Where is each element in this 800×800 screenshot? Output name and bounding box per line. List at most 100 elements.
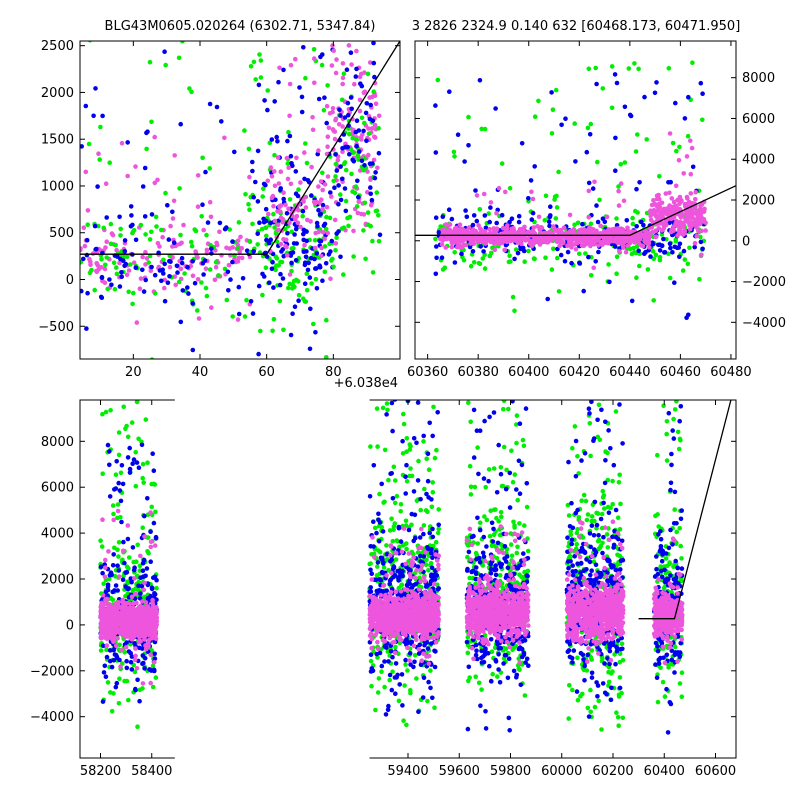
data-point-pink	[131, 601, 137, 606]
data-point-green	[260, 36, 265, 41]
data-point-blue	[668, 245, 673, 251]
data-point-blue	[407, 650, 413, 656]
data-point-pink	[361, 212, 367, 217]
data-point-green	[141, 480, 146, 485]
data-point-green	[347, 214, 353, 220]
data-point-blue	[232, 149, 237, 155]
data-point-green	[96, 223, 101, 229]
data-point-pink	[642, 238, 647, 244]
data-point-pink	[586, 188, 592, 194]
data-point-blue	[276, 79, 281, 85]
data-point-pink	[334, 57, 339, 62]
data-point-green	[189, 89, 194, 95]
data-point-blue	[393, 661, 399, 666]
data-point-green	[402, 683, 407, 688]
data-point-blue	[133, 237, 139, 243]
data-point-green	[199, 214, 204, 219]
data-point-pink	[287, 272, 293, 277]
data-point-blue	[316, 207, 321, 213]
data-point-green	[323, 226, 329, 232]
data-point-green	[285, 161, 291, 166]
data-point-blue	[593, 259, 598, 264]
data-point-blue	[263, 218, 269, 224]
data-point-blue	[367, 116, 373, 122]
data-point-pink	[675, 206, 680, 211]
data-point-blue	[117, 214, 122, 220]
data-point-pink	[508, 229, 513, 234]
data-point-green	[296, 292, 302, 298]
data-point-pink	[322, 236, 328, 242]
data-point-pink	[598, 241, 604, 247]
data-point-pink	[506, 236, 512, 241]
data-point-green	[324, 214, 329, 220]
data-point-green	[550, 107, 556, 112]
data-point-pink	[133, 164, 138, 169]
data-point-pink	[311, 199, 317, 205]
data-point-green	[152, 291, 158, 296]
data-point-pink	[226, 262, 232, 268]
data-point-green	[399, 582, 405, 587]
data-point-pink	[582, 235, 587, 240]
data-point-green	[263, 225, 269, 230]
data-point-pink	[326, 125, 332, 131]
data-point-pink	[235, 238, 241, 243]
data-point-green	[379, 669, 384, 674]
data-point-green	[149, 504, 154, 510]
data-point-pink	[654, 208, 660, 214]
data-point-green	[353, 184, 359, 189]
data-point-pink	[298, 224, 303, 230]
data-point-pink	[578, 228, 583, 233]
data-point-blue	[112, 588, 117, 593]
data-point-pink	[313, 230, 319, 236]
data-point-blue	[372, 74, 377, 80]
data-point-green	[392, 521, 398, 526]
data-point-pink	[688, 191, 694, 196]
data-point-blue	[374, 651, 380, 657]
data-point-pink	[674, 218, 679, 224]
data-point-pink	[100, 517, 105, 522]
data-point-blue	[271, 285, 276, 290]
data-point-pink	[285, 176, 291, 182]
data-point-pink	[109, 606, 114, 611]
data-point-blue	[255, 148, 261, 154]
data-point-green	[303, 299, 309, 304]
data-point-blue	[340, 176, 345, 182]
y-tick-label: 2500	[41, 39, 74, 54]
data-point-blue	[587, 132, 593, 137]
data-point-blue	[276, 218, 281, 224]
data-point-pink	[302, 242, 307, 248]
data-point-blue	[306, 260, 312, 266]
data-point-green	[343, 167, 349, 173]
data-point-blue	[447, 89, 452, 94]
data-point-pink	[168, 223, 173, 229]
data-point-pink	[271, 203, 276, 209]
data-point-pink	[104, 643, 110, 648]
data-point-green	[100, 471, 105, 477]
data-point-green	[289, 268, 294, 274]
data-point-green	[114, 271, 120, 277]
data-point-blue	[284, 211, 290, 216]
data-point-pink	[316, 148, 321, 153]
data-point-green	[251, 59, 257, 65]
data-point-blue	[114, 655, 120, 661]
data-point-blue	[353, 129, 359, 135]
data-point-green	[153, 675, 159, 680]
data-point-green	[105, 286, 110, 292]
data-point-pink	[104, 239, 109, 244]
data-point-blue	[427, 420, 433, 426]
data-point-green	[575, 220, 581, 226]
data-point-green	[600, 86, 606, 91]
data-point-blue	[595, 219, 601, 225]
data-point-pink	[103, 557, 108, 563]
data-point-pink	[160, 234, 165, 240]
data-point-blue	[416, 709, 421, 715]
data-point-pink	[152, 180, 158, 186]
data-point-pink	[555, 227, 561, 233]
data-point-pink	[265, 178, 271, 184]
data-point-green	[253, 77, 258, 82]
data-point-green	[398, 502, 404, 507]
data-point-blue	[135, 677, 140, 683]
data-point-blue	[392, 675, 398, 680]
data-point-blue	[357, 149, 362, 154]
data-point-blue	[357, 7, 362, 12]
